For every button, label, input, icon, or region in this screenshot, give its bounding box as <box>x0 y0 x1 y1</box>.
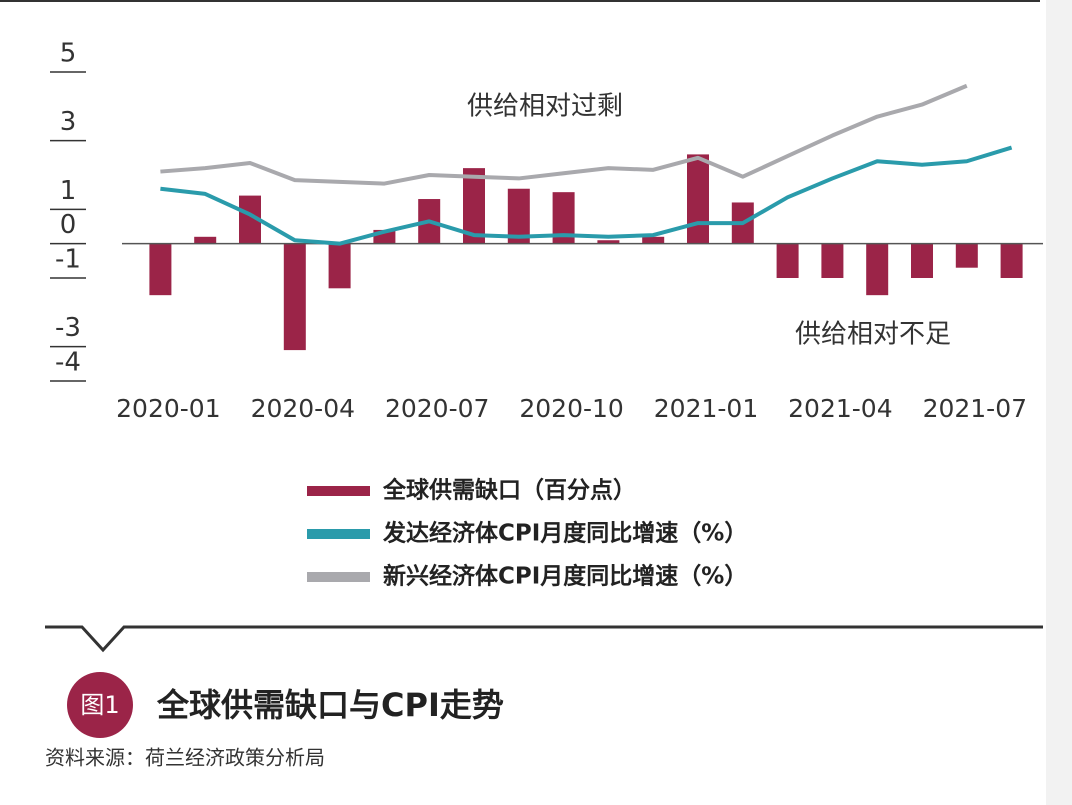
bar <box>194 236 217 244</box>
x-tick-label: 2021-01 <box>654 394 758 423</box>
legend-swatch <box>307 529 370 539</box>
bar <box>463 168 485 244</box>
legend-label: 全球供需缺口（百分点） <box>382 477 636 504</box>
y-tick-label: 3 <box>60 107 77 137</box>
x-tick-label: 2020-07 <box>385 394 489 423</box>
bar <box>149 243 172 296</box>
legend-swatch <box>307 486 370 496</box>
line <box>160 145 1013 246</box>
annotation: 供给相对过剩 <box>467 92 623 122</box>
chart-title: 全球供需缺口与CPI走势 <box>156 686 504 724</box>
y-tick-label: -1 <box>55 245 81 275</box>
bar <box>821 243 844 278</box>
bar <box>283 243 306 351</box>
bar <box>642 236 665 244</box>
bar <box>911 243 933 278</box>
x-tick-label: 2021-07 <box>923 394 1027 423</box>
y-tick-label: -3 <box>55 313 81 343</box>
x-tick-label: 2021-04 <box>788 394 892 423</box>
y-tick-label: 0 <box>60 210 77 240</box>
bar <box>1000 243 1023 278</box>
edge-strip <box>1046 0 1072 805</box>
figure-badge <box>67 672 133 738</box>
y-tick-label: 1 <box>60 176 77 206</box>
bar <box>597 240 620 244</box>
x-tick-label: 2020-04 <box>251 394 355 423</box>
source: 资料来源：荷兰经济政策分析局 <box>45 746 325 770</box>
bar <box>776 243 799 278</box>
divider <box>45 625 1043 653</box>
annotation: 供给相对不足 <box>795 320 951 350</box>
legend-swatch <box>307 572 370 582</box>
x-tick-label: 2020-10 <box>519 394 623 423</box>
legend-label: 新兴经济体CPI月度同比增速（%） <box>383 563 747 590</box>
figure-label: 图1 <box>80 691 119 719</box>
y-tick-label: 5 <box>60 39 77 69</box>
bar <box>507 188 530 244</box>
line <box>160 83 968 186</box>
bar <box>687 154 709 244</box>
legend-label: 发达经济体CPI月度同比增速（%） <box>382 520 747 547</box>
bar <box>328 243 351 289</box>
y-tick-label: -4 <box>55 348 81 378</box>
bar <box>552 192 575 244</box>
bar <box>239 195 261 244</box>
x-tick-label: 2020-01 <box>116 394 220 423</box>
bar <box>866 243 889 296</box>
bar <box>955 243 978 268</box>
